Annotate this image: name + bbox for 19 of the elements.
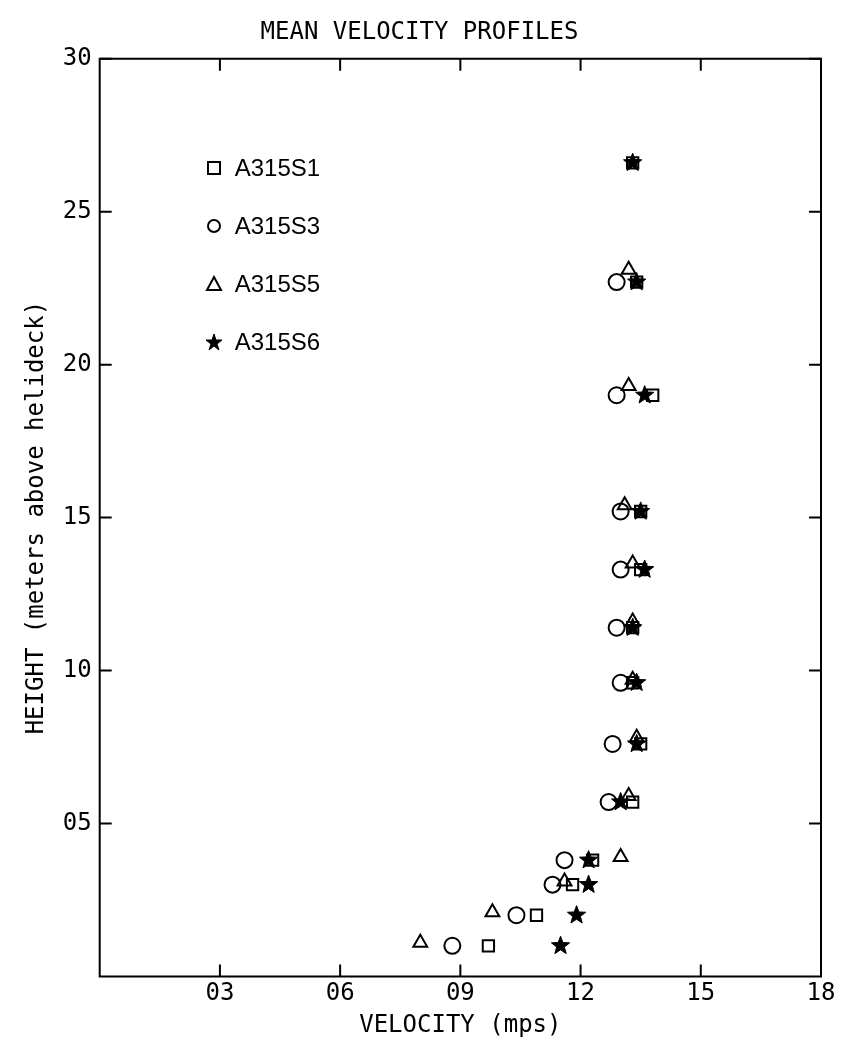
legend-label: A315S3: [234, 211, 321, 240]
x-tick-label: 12: [566, 978, 596, 1007]
y-tick-label: 30: [62, 43, 92, 72]
chart-title: MEAN VELOCITY PROFILES: [260, 16, 579, 45]
y-axis-title: HEIGHT (meters above helideck): [20, 300, 49, 735]
x-tick-label: 09: [445, 978, 475, 1007]
y-tick-label: 20: [62, 348, 92, 377]
x-tick-label: 06: [325, 978, 355, 1007]
y-tick-label: 10: [62, 654, 92, 683]
x-tick-label: 03: [205, 978, 235, 1007]
y-tick-label: 05: [62, 807, 92, 836]
legend-label: A315S1: [234, 153, 321, 182]
legend-label: A315S6: [234, 327, 321, 356]
x-axis-title: VELOCITY (mps): [359, 1009, 562, 1038]
x-tick-label: 18: [806, 978, 836, 1007]
y-tick-label: 25: [62, 195, 92, 224]
y-tick-label: 15: [62, 501, 92, 530]
legend-label: A315S5: [234, 269, 321, 298]
x-tick-label: 15: [686, 978, 716, 1007]
